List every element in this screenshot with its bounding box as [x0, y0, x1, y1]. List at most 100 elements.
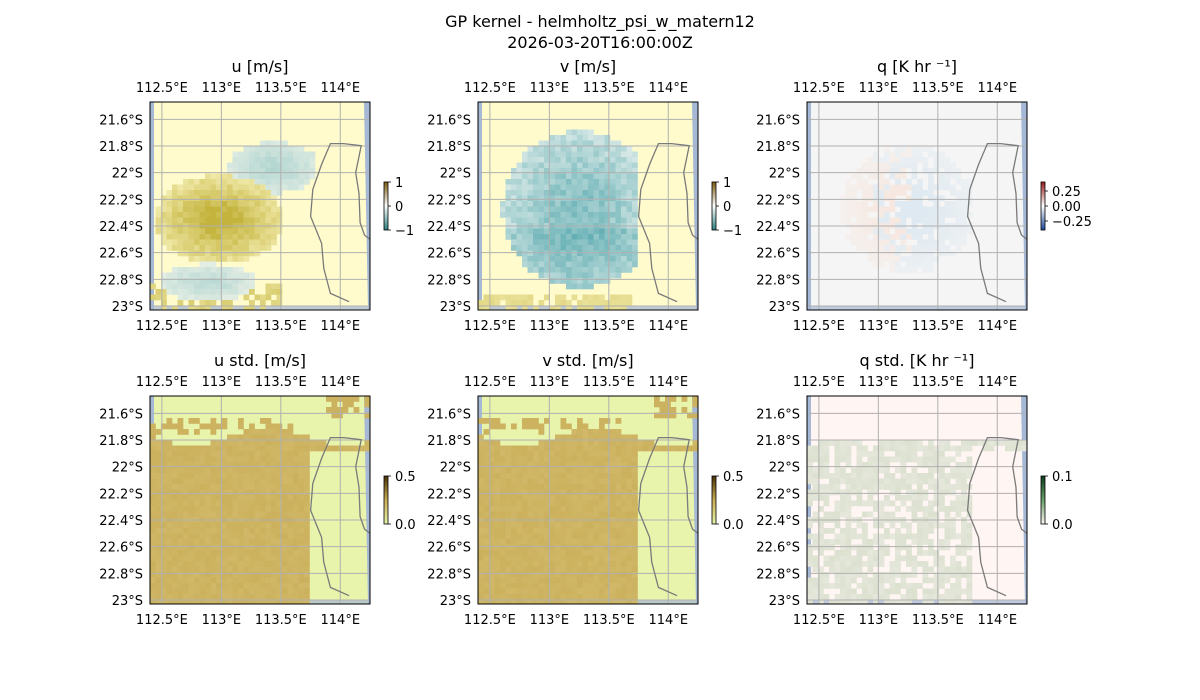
- field-cell: [161, 462, 167, 468]
- field-cell: [582, 245, 589, 251]
- field-cell: [188, 555, 195, 562]
- field-cell: [199, 478, 206, 485]
- field-cell: [588, 445, 594, 452]
- field-cell: [823, 577, 830, 584]
- field-cell: [851, 201, 857, 207]
- field-cell: [183, 467, 189, 474]
- field-cell: [840, 572, 846, 578]
- field-cell: [549, 239, 556, 246]
- field-cell: [500, 212, 506, 218]
- field-cell: [878, 184, 885, 191]
- field-cell: [577, 162, 583, 169]
- field-cell: [243, 289, 250, 295]
- field-cell: [626, 456, 633, 463]
- field-cell: [287, 179, 294, 185]
- coastline: [966, 142, 1027, 303]
- field-cell: [483, 522, 490, 529]
- field-cell: [150, 500, 156, 507]
- field-cell: [287, 539, 294, 545]
- field-cell: [588, 495, 594, 501]
- field-cell: [621, 544, 627, 551]
- field-cell: [500, 206, 506, 213]
- field-cell: [172, 495, 178, 501]
- field-cell: [961, 228, 967, 235]
- field-cell: [681, 396, 688, 402]
- xtick-label-bottom: 112.5°E: [136, 613, 188, 628]
- field-cell: [276, 456, 283, 463]
- field-cell: [538, 544, 545, 551]
- field-cell: [917, 456, 923, 463]
- field-cell: [862, 168, 868, 174]
- field-cell: [632, 206, 638, 213]
- field-cell: [593, 594, 600, 600]
- field-cell: [249, 217, 255, 224]
- field-cell: [298, 467, 305, 474]
- field-cell: [577, 305, 583, 310]
- field-cell: [483, 451, 490, 457]
- field-cell: [906, 184, 912, 191]
- field-cell: [571, 489, 578, 496]
- field-cell: [293, 467, 299, 474]
- field-cell: [522, 195, 528, 202]
- field-cell: [1016, 445, 1022, 452]
- field-cell: [183, 228, 189, 235]
- field-cell: [249, 478, 255, 485]
- field-cell: [243, 212, 250, 218]
- field-cell: [928, 256, 934, 262]
- field-cell: [298, 445, 305, 452]
- field-cell: [889, 511, 896, 518]
- field-cell: [232, 478, 239, 485]
- field-cell: [221, 289, 228, 295]
- field-cell: [478, 305, 484, 310]
- field-cell: [961, 566, 967, 573]
- field-cell: [856, 594, 863, 600]
- field-cell: [878, 440, 885, 446]
- field-cell: [582, 239, 589, 246]
- field-cell: [293, 451, 299, 457]
- field-cell: [533, 555, 539, 562]
- field-cell: [516, 239, 523, 246]
- field-cell: [331, 407, 338, 413]
- field-cell: [172, 484, 178, 490]
- field-cell: [939, 478, 945, 485]
- field-cell: [851, 195, 857, 202]
- field-cell: [829, 544, 835, 551]
- field-cell: [878, 467, 885, 474]
- field-cell: [577, 522, 583, 529]
- field-cell: [549, 599, 556, 604]
- field-cell: [577, 250, 583, 257]
- field-cell: [571, 217, 578, 224]
- field-cell: [577, 583, 583, 589]
- field-cell: [560, 239, 567, 246]
- field-cell: [621, 583, 627, 589]
- field-cell: [818, 588, 824, 595]
- field-cell: [489, 467, 495, 474]
- field-cell: [560, 445, 567, 452]
- field-cell: [906, 473, 912, 479]
- field-cell: [516, 599, 523, 604]
- ocean-strip-west: [478, 102, 482, 310]
- field-cell: [610, 228, 616, 235]
- field-cell: [544, 577, 550, 584]
- field-cell: [183, 184, 189, 191]
- field-cell: [632, 217, 638, 224]
- field-cell: [621, 539, 627, 545]
- field-cell: [560, 423, 567, 430]
- field-cell: [549, 456, 556, 463]
- field-cell: [955, 577, 962, 584]
- field-cell: [249, 434, 255, 441]
- field-cell: [566, 245, 572, 251]
- field-cell: [150, 283, 156, 290]
- field-cell: [544, 201, 550, 207]
- field-cell: [840, 577, 846, 584]
- field-cell: [840, 550, 846, 556]
- field-cell: [243, 506, 250, 512]
- field-cell: [884, 440, 890, 446]
- field-cell: [845, 550, 852, 556]
- field-cell: [238, 206, 244, 213]
- field-cell: [227, 245, 233, 251]
- field-cell: [615, 478, 622, 485]
- field-cell: [254, 217, 261, 224]
- field-cell: [966, 583, 973, 589]
- field-cell: [494, 561, 501, 567]
